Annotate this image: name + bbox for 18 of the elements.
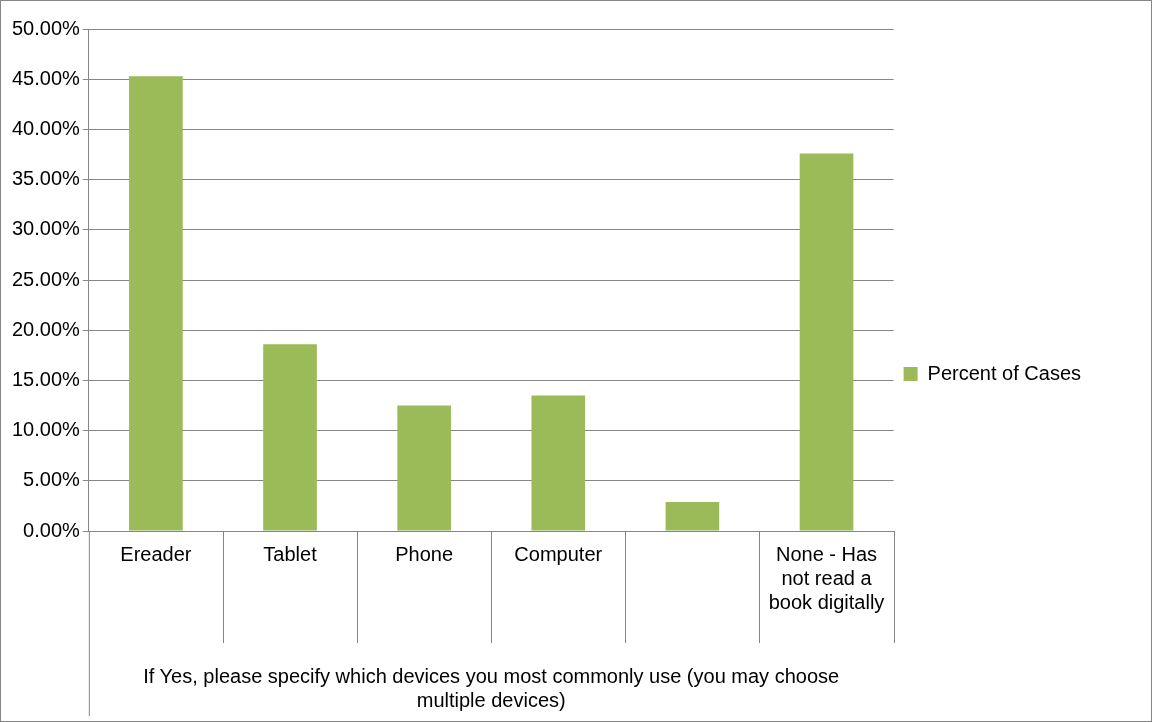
x-tick-label: None - Has not read a book digitally — [768, 542, 885, 613]
x-axis-title: If Yes, please specify which devices you most commonly use (you may choose multiple devices) — [143, 664, 840, 711]
y-tick-label: 0.00% — [23, 518, 81, 541]
y-tick-label: 25.00% — [11, 267, 81, 290]
x-tick-label: Phone — [395, 542, 454, 565]
y-tick-label: 50.00% — [11, 16, 81, 39]
y-tick-label: 45.00% — [11, 66, 81, 89]
x-tick-label: Computer — [514, 542, 603, 565]
legend-label: Percent of Cases — [927, 361, 1082, 384]
x-tick-label: Tablet — [263, 542, 318, 565]
y-tick-label: 10.00% — [11, 418, 81, 441]
y-tick-label: 20.00% — [11, 317, 81, 340]
y-tick-label: 40.00% — [11, 116, 81, 139]
y-tick-label: 5.00% — [23, 468, 81, 491]
y-tick-label: 30.00% — [11, 217, 81, 240]
y-tick-label: 15.00% — [11, 367, 81, 390]
x-tick-label: Ereader — [120, 542, 192, 565]
y-tick-label: 35.00% — [11, 167, 81, 190]
